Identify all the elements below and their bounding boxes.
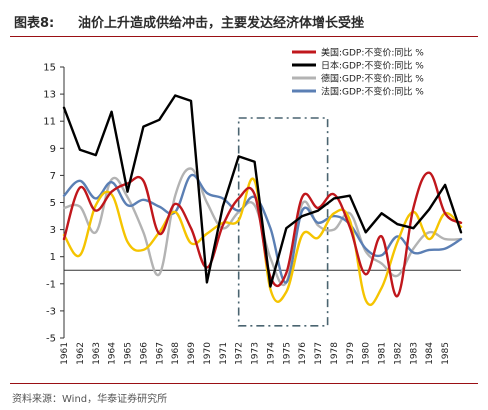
x-tick-label: 1976 [298, 342, 308, 365]
figure-title: 油价上升造成供给冲击，主要发达经济体增长受挫 [78, 16, 365, 31]
x-tick-label: 1983 [409, 342, 419, 365]
series-line-japan [62, 94, 463, 288]
x-tick-label: 1963 [92, 342, 102, 365]
x-tick-label: 1985 [441, 342, 451, 365]
legend-label-france: 法国:GDP:不变价:同比 % [321, 86, 424, 98]
header-rule [10, 36, 478, 37]
y-tick-label: 9 [50, 144, 56, 155]
x-tick-label: 1972 [235, 342, 245, 365]
legend-label-us: 美国:GDP:不变价:同比 % [321, 47, 424, 59]
x-tick-label: 1973 [251, 342, 261, 365]
legend-label-germany: 德国:GDP:不变价:同比 % [321, 73, 424, 85]
x-tick-label: 1982 [393, 342, 403, 365]
x-tick-label: 1968 [171, 342, 181, 365]
x-tick-label: 1981 [378, 342, 388, 365]
x-tick-label: 1962 [76, 342, 86, 365]
x-tick-label: 1979 [346, 342, 356, 365]
y-tick-label: -1 [46, 279, 56, 290]
footer-rule [10, 383, 478, 384]
x-tick-label: 1980 [362, 342, 372, 365]
source-note: 资料来源：Wind，华泰证券研究所 [12, 394, 168, 405]
y-tick-label: 11 [43, 117, 56, 128]
x-tick-label: 1974 [266, 342, 276, 365]
x-tick-label: 1971 [219, 342, 229, 365]
x-tick-label: 1961 [60, 342, 70, 365]
x-tick-label: 1965 [124, 342, 134, 365]
x-tick-label: 1977 [314, 342, 324, 365]
x-tick-label: 1969 [187, 342, 197, 365]
y-tick-label: -5 [46, 334, 56, 345]
x-tick-label: 1964 [108, 342, 118, 365]
legend-label-japan: 日本:GDP:不变价:同比 % [321, 60, 424, 72]
x-tick-label: 1966 [139, 342, 149, 365]
y-tick-label: 15 [43, 63, 56, 74]
series-line-france [62, 173, 463, 284]
x-tick-label: 1975 [282, 342, 292, 365]
y-tick-label: 7 [50, 171, 56, 182]
figure-header: 图表8: 油价上升造成供给冲击，主要发达经济体增长受挫 [0, 0, 488, 38]
y-tick-label: 3 [50, 225, 56, 236]
figure-label: 图表8: [14, 16, 55, 31]
x-tick-label: 1970 [203, 342, 213, 365]
y-tick-label: 13 [43, 90, 56, 101]
x-tick-label: 1984 [425, 342, 435, 365]
y-tick-label: 5 [50, 198, 56, 209]
y-tick-label: -3 [46, 306, 56, 317]
y-tick-label: 1 [50, 252, 56, 263]
x-tick-label: 1967 [155, 342, 165, 365]
x-tick-label: 1978 [330, 342, 340, 365]
